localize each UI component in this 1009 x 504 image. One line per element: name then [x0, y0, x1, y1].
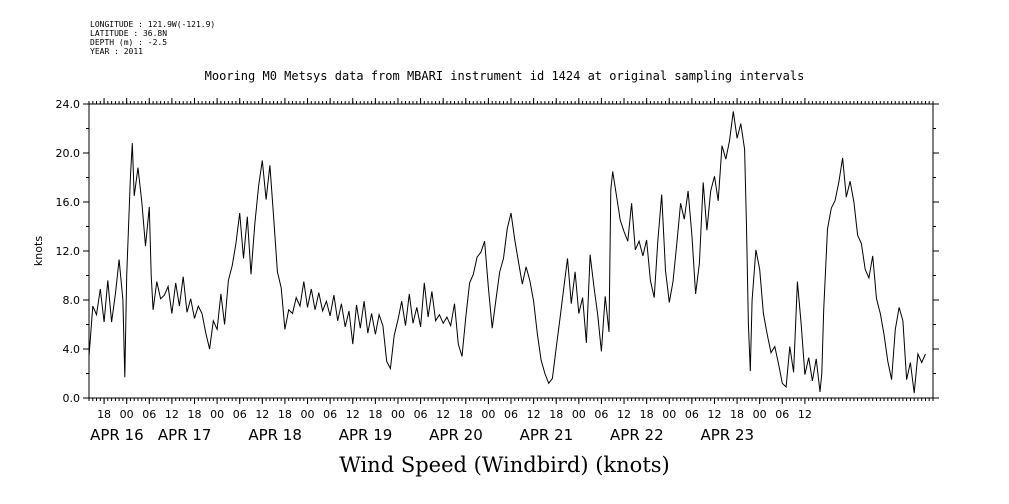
x-hour-label: 06: [323, 408, 337, 421]
x-hour-label: 06: [233, 408, 247, 421]
x-hour-label: 06: [414, 408, 428, 421]
x-hour-label: 12: [527, 408, 541, 421]
x-date-label: APR 17: [158, 426, 212, 444]
x-date-label: APR 16: [90, 426, 144, 444]
x-hour-label: 12: [255, 408, 269, 421]
y-tick-label: 20.0: [56, 147, 81, 160]
x-date-label: APR 18: [248, 426, 302, 444]
x-hour-label: 12: [617, 408, 631, 421]
x-hour-label: 18: [188, 408, 202, 421]
wind-speed-line: [88, 111, 926, 394]
year-label: YEAR : 2011: [90, 47, 143, 56]
x-hour-label: 00: [391, 408, 405, 421]
x-hour-label: 06: [142, 408, 156, 421]
x-date-label: APR 19: [339, 426, 393, 444]
y-tick-label: 16.0: [56, 196, 81, 209]
x-hour-label: 00: [120, 408, 134, 421]
x-hour-label: 18: [549, 408, 563, 421]
y-axis-label: knots: [32, 236, 45, 266]
y-tick-label: 12.0: [56, 245, 81, 258]
y-tick-label: 4.0: [63, 343, 81, 356]
metadata-block: LONGITUDE : 121.9W(-121.9) LATITUDE : 36…: [90, 20, 215, 56]
y-tick-label: 8.0: [63, 294, 81, 307]
x-hour-label: 00: [753, 408, 767, 421]
x-hour-label: 18: [97, 408, 111, 421]
x-hour-label: 12: [346, 408, 360, 421]
x-date-label: APR 20: [429, 426, 483, 444]
x-date-label: APR 21: [520, 426, 574, 444]
longitude-label: LONGITUDE : 121.9W(-121.9): [90, 20, 216, 29]
x-hour-label: 06: [504, 408, 518, 421]
x-hour-label: 12: [798, 408, 812, 421]
latitude-label: LATITUDE : 36.8N: [90, 29, 168, 38]
x-hour-label: 18: [730, 408, 744, 421]
x-hour-label: 18: [368, 408, 382, 421]
x-date-label: APR 23: [700, 426, 754, 444]
x-hour-label: 18: [459, 408, 473, 421]
y-tick-label: 24.0: [56, 98, 81, 111]
plot-frame: [88, 103, 934, 399]
x-hour-label: 06: [594, 408, 608, 421]
minor-ticks: [88, 101, 934, 401]
x-axis-label: Wind Speed (Windbird) (knots): [339, 453, 670, 477]
chart-title: Mooring M0 Metsys data from MBARI instru…: [204, 69, 805, 83]
x-hour-label: 00: [572, 408, 586, 421]
x-hour-label: 00: [662, 408, 676, 421]
x-hour-label: 12: [165, 408, 179, 421]
x-hour-label: 18: [640, 408, 654, 421]
y-axis: 0.0 4.0 8.0 12.0 16.0 20.0 24.0: [56, 98, 939, 405]
x-hour-label: 12: [436, 408, 450, 421]
x-hour-label: 00: [210, 408, 224, 421]
x-date-label: APR 22: [610, 426, 664, 444]
x-hour-label: 18: [278, 408, 292, 421]
x-hour-label: 00: [301, 408, 315, 421]
x-hour-label: 12: [707, 408, 721, 421]
y-tick-label: 0.0: [63, 392, 81, 405]
x-hour-label: 06: [685, 408, 699, 421]
x-hour-label: 00: [481, 408, 495, 421]
depth-label: DEPTH (m) : -2.5: [90, 38, 168, 47]
x-axis: 18 00 06 12 18 00 06 12 18 00 06 12 18 00 06 12 18 00 06 12…: [90, 98, 812, 444]
x-hour-label: 06: [775, 408, 789, 421]
